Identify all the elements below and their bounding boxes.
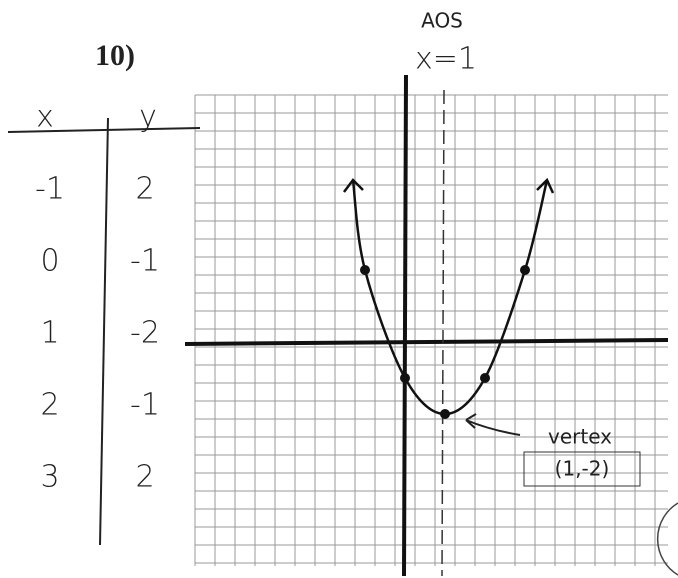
plotted-point bbox=[400, 373, 410, 383]
aos-equation: x=1 bbox=[415, 42, 477, 77]
axis-of-symmetry bbox=[442, 90, 444, 576]
table-header: x bbox=[36, 100, 54, 135]
plotted-point bbox=[480, 373, 490, 383]
vertex-label: vertex bbox=[548, 425, 612, 449]
parabola bbox=[353, 180, 547, 414]
table-cell: 3 bbox=[40, 460, 59, 495]
vertex-arrow bbox=[466, 414, 520, 435]
table-divider bbox=[100, 118, 108, 545]
table-cell: 2 bbox=[135, 172, 154, 207]
vertex-point: (1,-2) bbox=[555, 457, 610, 481]
table-cell: -1 bbox=[130, 244, 160, 279]
table-cell: 0 bbox=[40, 244, 59, 279]
aos-label: AOS bbox=[421, 9, 463, 33]
worksheet: 10) x y AOS x=1 vertex (1,-2) -1 2 0 -1 1 -2 2… bbox=[0, 0, 678, 578]
plotted-point bbox=[360, 265, 370, 275]
table-cell: 2 bbox=[135, 460, 154, 495]
y-axis bbox=[404, 75, 406, 576]
hole-punch bbox=[658, 503, 678, 575]
page: {"problem": "10)", "table": {"headers": … bbox=[0, 0, 678, 578]
graph-grid bbox=[195, 95, 668, 566]
table-cell: 2 bbox=[40, 388, 59, 423]
table-header: y bbox=[139, 100, 157, 135]
plotted-point bbox=[440, 409, 450, 419]
table-cell: -2 bbox=[130, 316, 160, 351]
problem-number: 10) bbox=[95, 39, 135, 72]
table-cell: -1 bbox=[130, 388, 160, 423]
x-axis bbox=[185, 340, 668, 344]
table-cell: -1 bbox=[35, 172, 65, 207]
table-cell: 1 bbox=[40, 316, 59, 351]
plotted-point bbox=[520, 265, 530, 275]
